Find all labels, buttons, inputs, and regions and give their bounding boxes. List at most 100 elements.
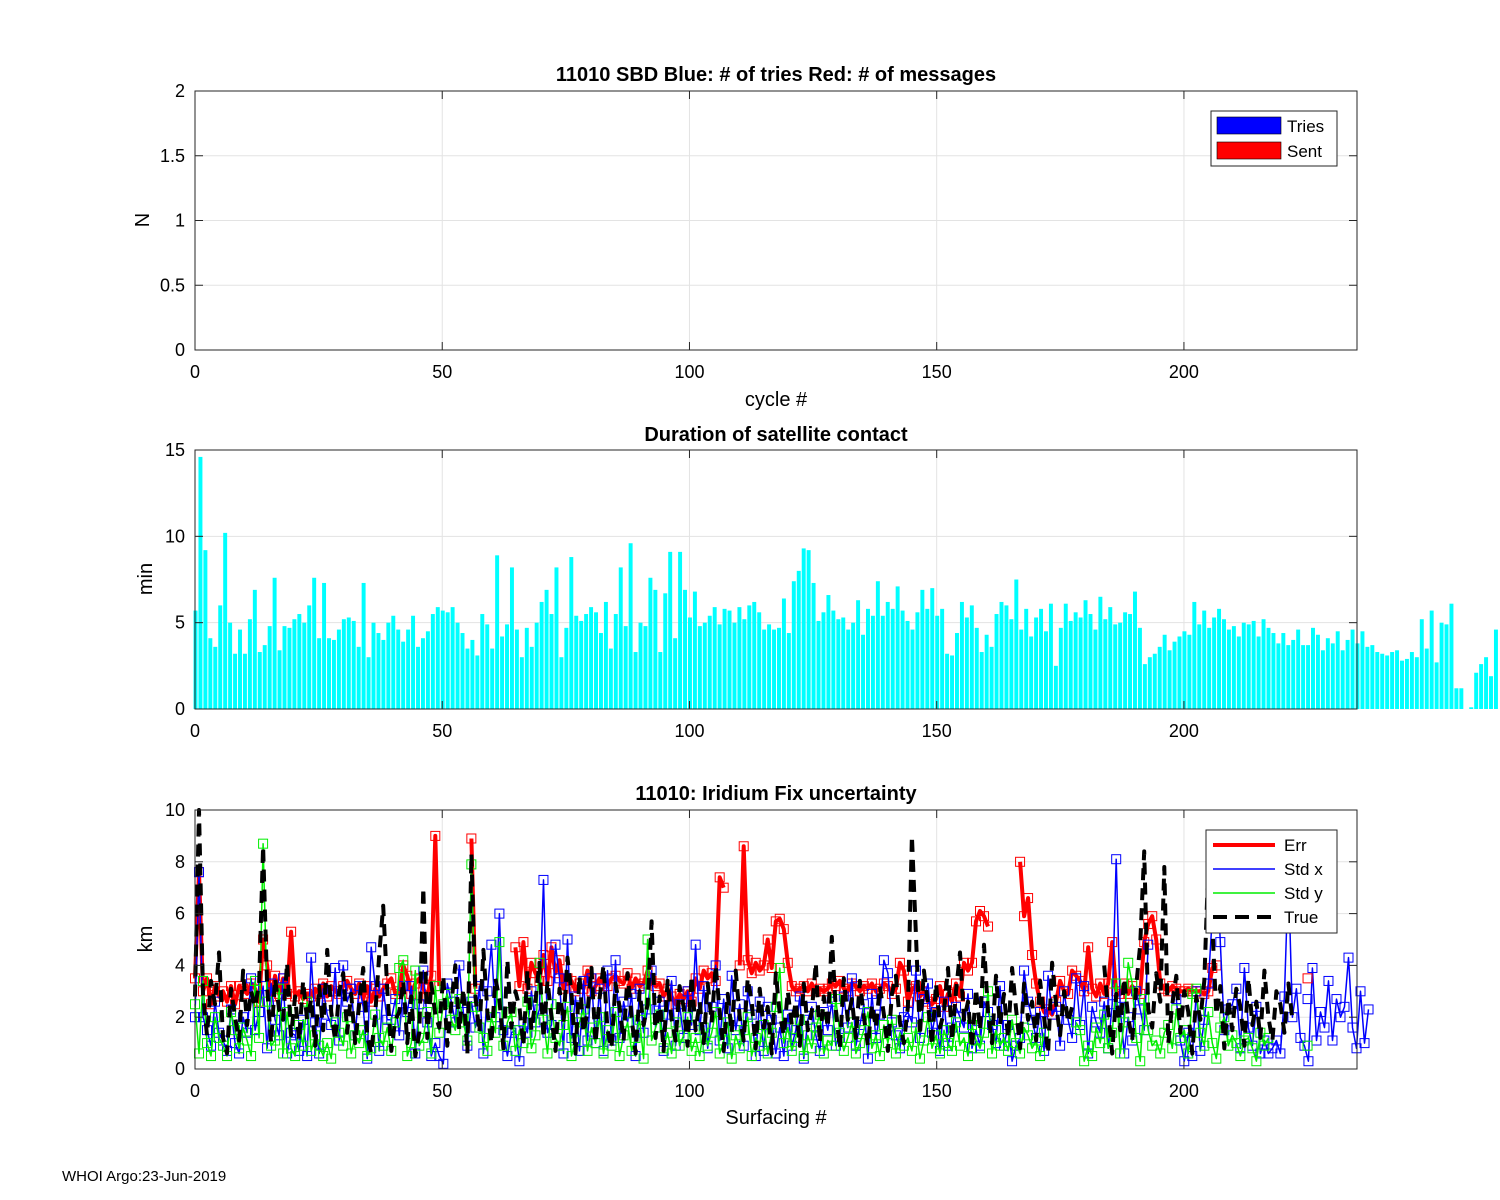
series-marker-std-x — [370, 981, 381, 992]
series-marker-std-y — [806, 1043, 817, 1054]
series-marker-std-y — [1087, 1051, 1098, 1062]
duration-bar — [1395, 650, 1400, 709]
duration-bar — [228, 622, 233, 709]
series-marker-std-x — [330, 962, 341, 973]
duration-bar — [801, 548, 806, 709]
series-marker-std-x — [1007, 1056, 1018, 1067]
duration-bar — [979, 652, 984, 709]
y-tick-label: 0 — [175, 340, 185, 360]
chart-title: Duration of satellite contact — [644, 424, 908, 446]
series-marker-err — [430, 830, 441, 841]
duration-bar — [1217, 608, 1222, 709]
series-marker-std-y — [818, 1048, 829, 1059]
series-marker-err — [466, 833, 477, 844]
duration-bar — [1083, 600, 1088, 709]
duration-bar — [480, 614, 485, 709]
duration-bar — [485, 624, 490, 709]
y-tick-label: 1.5 — [160, 146, 185, 166]
series-marker-err — [1095, 978, 1106, 989]
series-marker-std-x — [610, 955, 621, 966]
duration-bar — [950, 655, 955, 709]
duration-bar — [1231, 626, 1236, 709]
duration-bar — [371, 622, 376, 709]
x-tick-label: 200 — [1169, 362, 1199, 382]
duration-bar — [381, 639, 386, 709]
duration-bar — [1207, 627, 1212, 709]
duration-bar — [594, 612, 598, 709]
duration-bar — [1103, 619, 1108, 709]
duration-bar — [505, 624, 509, 709]
duration-bar — [252, 589, 257, 709]
duration-bar — [643, 626, 648, 709]
duration-bar — [781, 598, 786, 709]
series-marker-std-y — [1091, 1022, 1102, 1033]
axes-box — [194, 449, 1358, 710]
series-marker-std-y — [678, 1030, 689, 1041]
x-axis-label: Surfacing # — [725, 1107, 827, 1129]
duration-bar — [1014, 579, 1019, 709]
duration-bar — [1004, 605, 1009, 709]
series-marker-std-y — [987, 1048, 998, 1059]
series-marker-err — [514, 981, 525, 992]
duration-bar — [1400, 660, 1404, 709]
duration-bar — [648, 577, 653, 709]
series-marker-std-y — [774, 962, 785, 973]
series-marker-err — [402, 970, 413, 981]
series-marker-std-x — [1355, 986, 1366, 997]
duration-bar — [1142, 664, 1147, 709]
series-marker-err — [734, 960, 745, 971]
duration-bar — [1370, 645, 1375, 709]
duration-bar — [242, 653, 247, 709]
series-marker-std-y — [542, 1048, 553, 1059]
duration-bar — [1266, 627, 1271, 709]
duration-bar — [737, 607, 742, 709]
y-tick-label: 2 — [175, 1007, 185, 1027]
series-marker-std-y — [918, 1035, 929, 1046]
duration-bar — [203, 550, 208, 709]
series-marker-std-y — [210, 1012, 221, 1023]
duration-bar — [1088, 614, 1093, 709]
series-marker-std-x — [1271, 1035, 1282, 1046]
series-marker-std-y — [398, 955, 409, 966]
series-marker-std-y — [1035, 1051, 1046, 1062]
duration-bar — [821, 612, 826, 709]
series-marker-std-x — [958, 1022, 969, 1033]
series-marker-err — [1015, 856, 1026, 867]
series-marker-std-y — [734, 1043, 745, 1054]
duration-bar — [875, 581, 880, 709]
duration-bar — [925, 608, 930, 709]
duration-bar — [712, 607, 717, 709]
series-marker-std-y — [322, 1038, 333, 1049]
duration-bar — [1167, 650, 1172, 709]
duration-bar — [208, 638, 213, 709]
duration-bar — [707, 615, 712, 709]
series-marker-std-y — [1167, 1043, 1178, 1054]
series-marker-std-y — [786, 1045, 797, 1056]
duration-bar — [262, 645, 267, 709]
series-marker-std-y — [410, 965, 421, 976]
duration-bar — [959, 601, 964, 709]
series-marker-std-x — [1343, 952, 1354, 963]
series-marker-std-y — [850, 1048, 861, 1059]
duration-bar — [836, 619, 841, 709]
series-marker-std-x — [538, 874, 549, 885]
duration-bar — [791, 581, 796, 709]
duration-bar — [1128, 614, 1133, 709]
series-marker-std-y — [874, 1051, 885, 1062]
duration-bar — [776, 627, 781, 709]
duration-bar — [623, 626, 628, 709]
series-marker-err — [1019, 911, 1030, 922]
duration-bar — [1296, 629, 1301, 709]
series-marker-std-y — [1207, 1038, 1218, 1049]
series-marker-std-x — [1071, 973, 1082, 984]
series-marker-err — [967, 957, 978, 968]
series-marker-err — [1099, 988, 1110, 999]
series-marker-std-y — [1155, 1048, 1166, 1059]
duration-bar — [331, 639, 336, 709]
series-marker-std-y — [730, 1030, 741, 1041]
series-marker-std-y — [1243, 1032, 1254, 1043]
series-marker-std-x — [366, 942, 377, 953]
duration-bar — [1484, 657, 1489, 709]
duration-bar — [257, 652, 262, 709]
duration-bar — [994, 614, 999, 709]
